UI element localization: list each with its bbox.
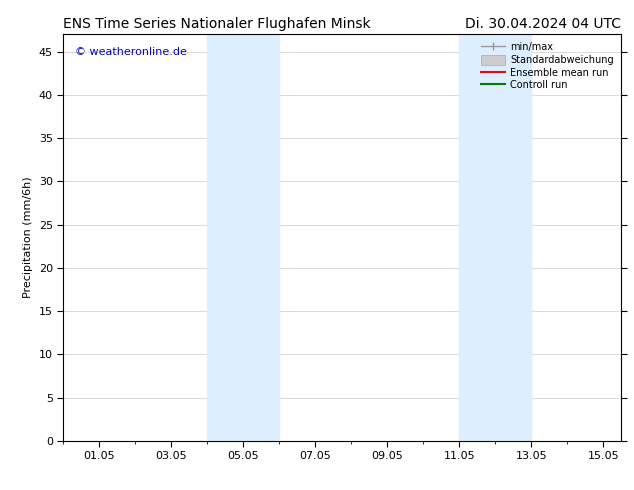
Text: Di. 30.04.2024 04 UTC: Di. 30.04.2024 04 UTC xyxy=(465,17,621,31)
Y-axis label: Precipitation (mm/6h): Precipitation (mm/6h) xyxy=(23,177,34,298)
Bar xyxy=(207,34,280,441)
Text: ENS Time Series Nationaler Flughafen Minsk: ENS Time Series Nationaler Flughafen Min… xyxy=(63,17,371,31)
Text: © weatheronline.de: © weatheronline.de xyxy=(75,47,186,56)
Legend: min/max, Standardabweichung, Ensemble mean run, Controll run: min/max, Standardabweichung, Ensemble me… xyxy=(478,39,616,93)
Bar xyxy=(460,34,531,441)
